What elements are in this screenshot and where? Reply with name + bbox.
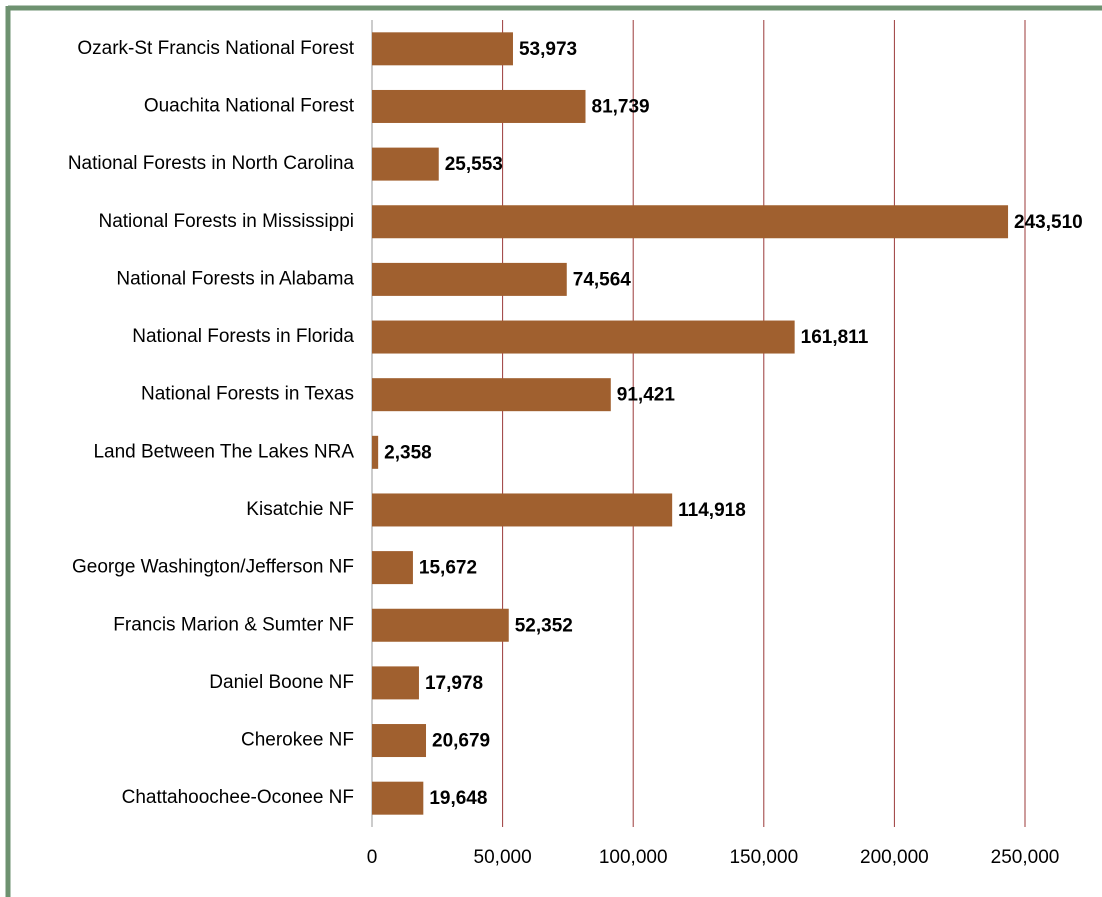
y-tick-label: National Forests in Mississippi xyxy=(98,211,354,232)
bar xyxy=(372,147,439,181)
value-label: 74,564 xyxy=(573,269,632,290)
y-tick-label: Chattahoochee-Oconee NF xyxy=(122,787,354,808)
bar xyxy=(372,262,567,296)
value-label: 81,739 xyxy=(592,96,650,117)
bar xyxy=(372,89,586,123)
bar xyxy=(372,493,673,527)
y-tick-label: Land Between The Lakes NRA xyxy=(93,441,354,462)
bar xyxy=(372,205,1009,239)
y-tick-label: Ouachita National Forest xyxy=(144,95,355,116)
bar xyxy=(372,378,611,412)
x-tick-label: 100,000 xyxy=(599,847,668,868)
bar xyxy=(372,666,419,700)
y-tick-label: National Forests in Florida xyxy=(132,326,354,347)
value-label: 25,553 xyxy=(445,154,503,175)
y-tick-label: Francis Marion & Sumter NF xyxy=(113,614,354,635)
y-tick-label: Kisatchie NF xyxy=(246,499,354,520)
bar xyxy=(372,320,795,354)
bar xyxy=(372,781,424,815)
value-label: 243,510 xyxy=(1014,212,1083,233)
x-tick-label: 200,000 xyxy=(860,847,929,868)
value-label: 19,648 xyxy=(429,788,487,809)
bar xyxy=(372,551,413,585)
value-label: 91,421 xyxy=(617,385,676,406)
x-tick-label: 250,000 xyxy=(991,847,1060,868)
bar xyxy=(372,724,427,758)
value-label: 161,811 xyxy=(801,327,869,348)
value-label: 114,918 xyxy=(678,500,746,521)
x-tick-label: 150,000 xyxy=(729,847,798,868)
y-tick-label: Daniel Boone NF xyxy=(209,672,354,693)
value-label: 15,672 xyxy=(419,558,477,579)
y-tick-label: Ozark-St Francis National Forest xyxy=(77,38,354,59)
y-tick-label: National Forests in North Carolina xyxy=(68,153,355,174)
value-label: 52,352 xyxy=(515,615,573,636)
y-tick-label: National Forests in Alabama xyxy=(116,268,354,289)
x-tick-label: 50,000 xyxy=(474,847,532,868)
x-tick-label: 0 xyxy=(367,847,378,868)
bar xyxy=(372,435,379,469)
y-tick-label: Cherokee NF xyxy=(241,730,354,751)
value-label: 20,679 xyxy=(432,731,490,752)
y-tick-label: George Washington/Jefferson NF xyxy=(72,557,354,578)
y-tick-label: National Forests in Texas xyxy=(141,384,354,405)
value-label: 2,358 xyxy=(384,442,432,463)
bar xyxy=(372,608,509,642)
bar xyxy=(372,32,513,66)
value-label: 53,973 xyxy=(519,39,577,60)
value-label: 17,978 xyxy=(425,673,483,694)
